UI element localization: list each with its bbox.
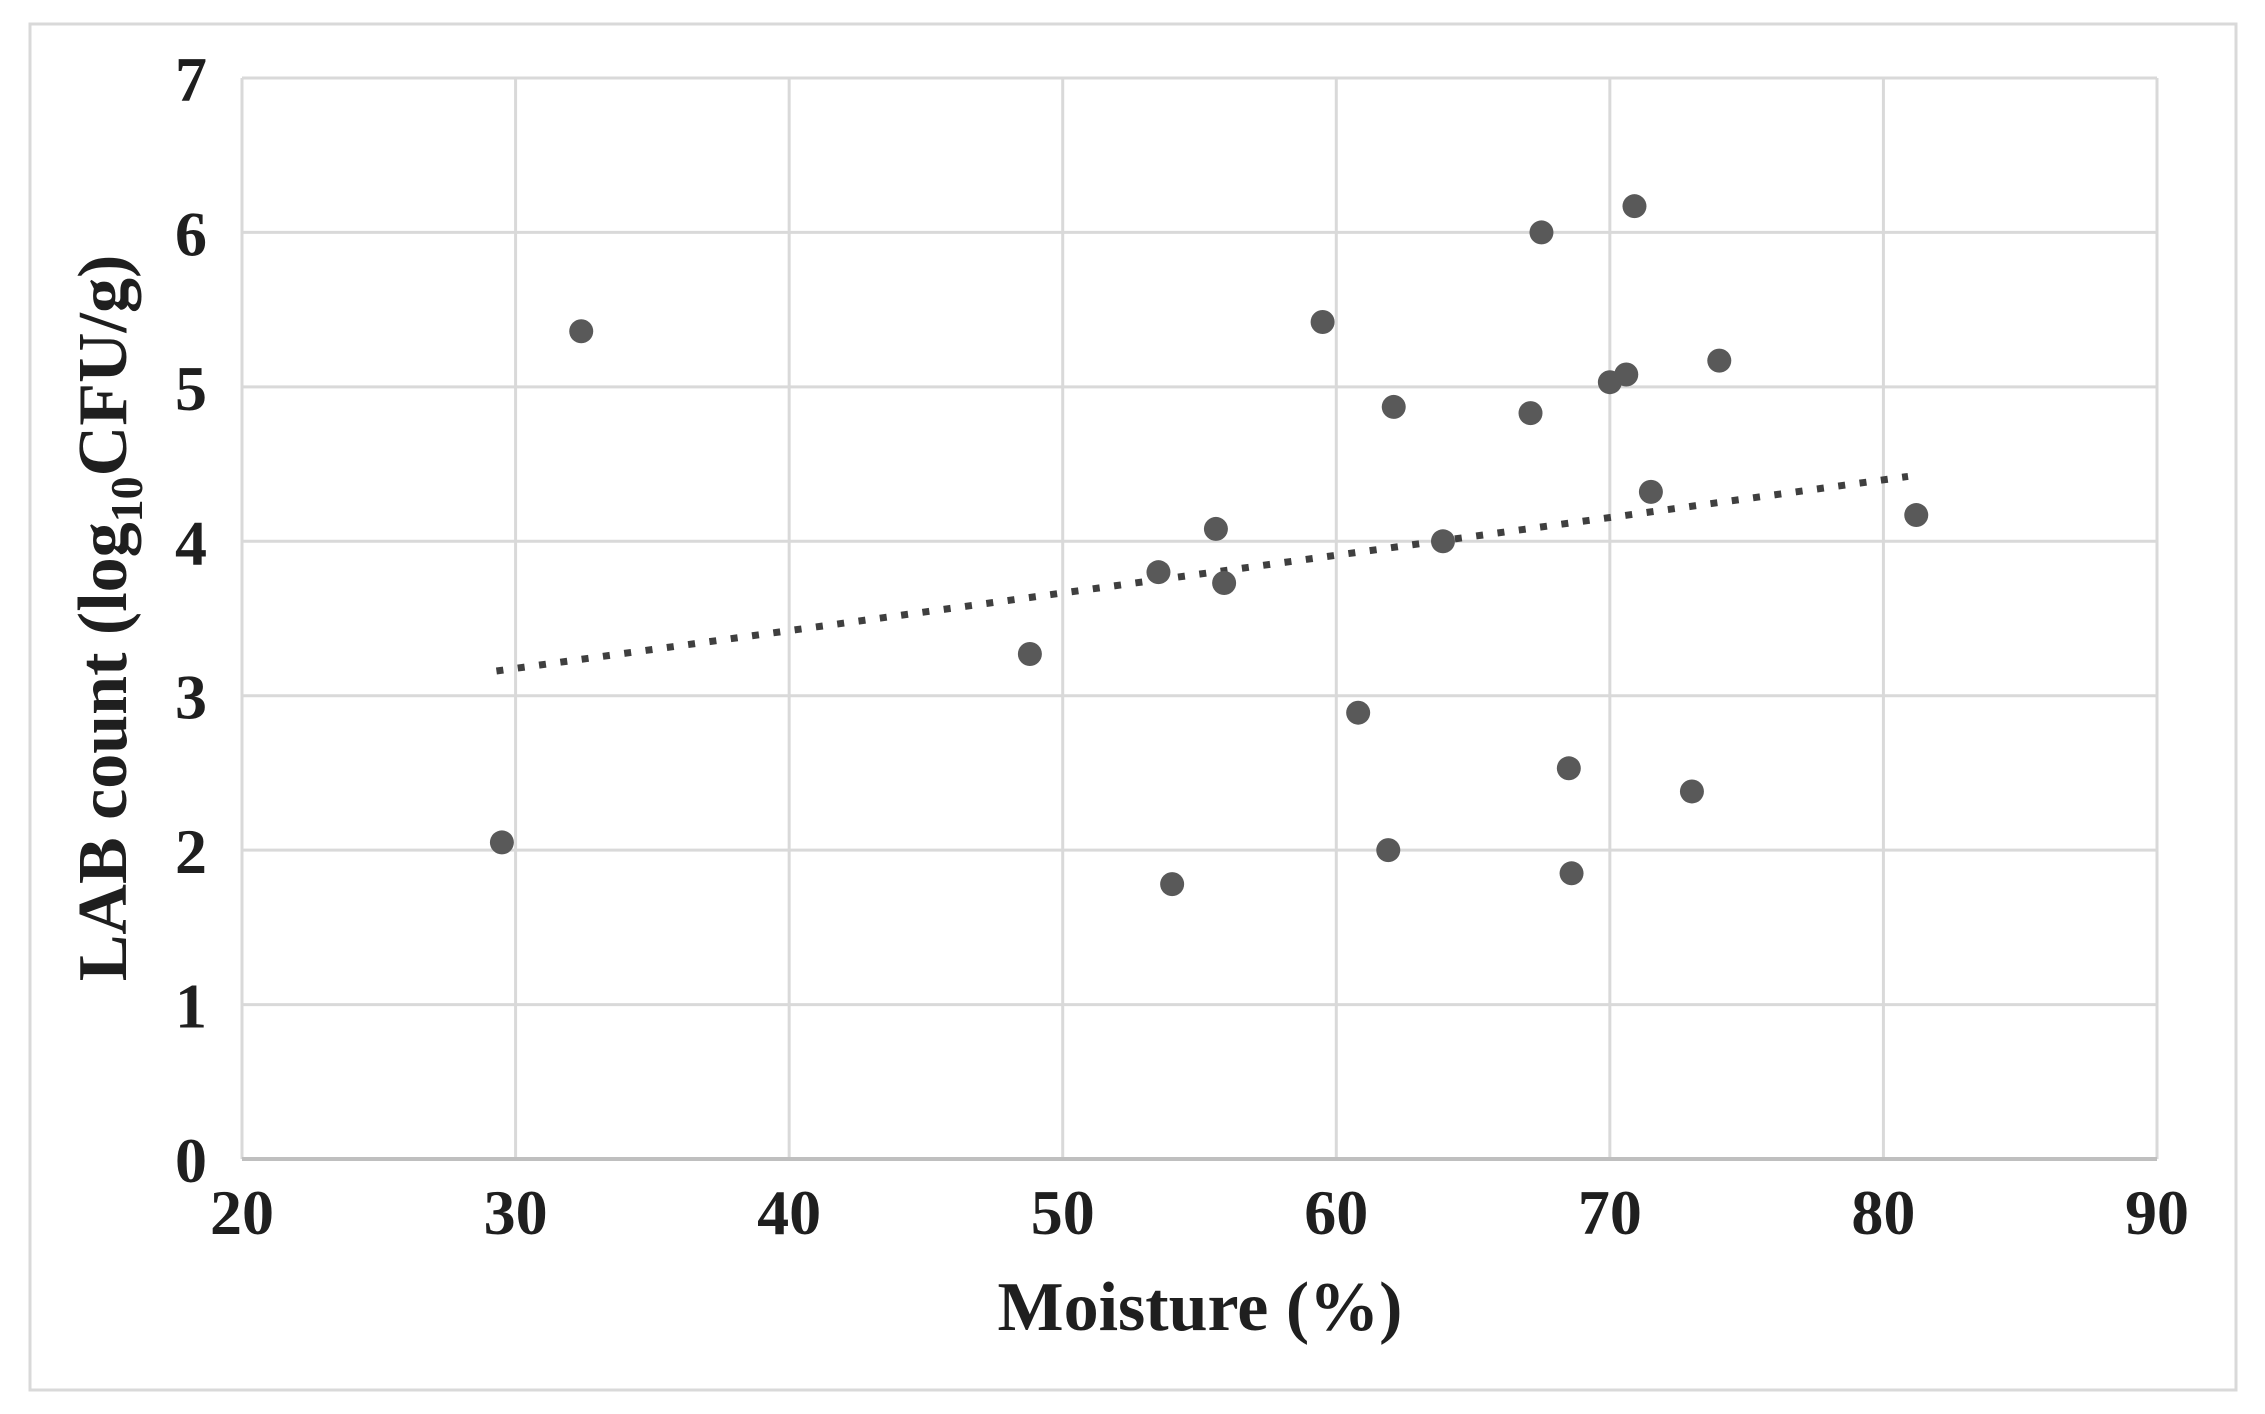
data-point — [1529, 220, 1554, 245]
data-point — [1556, 756, 1581, 781]
data-point — [1212, 570, 1237, 595]
y-axis-title: LAB count (log10CFU/g) — [65, 255, 152, 982]
data-point — [1381, 394, 1406, 419]
y-tick-label: 4 — [175, 507, 207, 578]
data-point — [1707, 348, 1732, 373]
y-tick-labels: 0 1 2 3 4 5 6 7 — [175, 44, 207, 1196]
y-axis-title-pre: LAB count (log — [65, 522, 142, 981]
x-tick-label: 40 — [757, 1177, 821, 1248]
y-tick-label: 0 — [175, 1125, 207, 1196]
data-point — [1904, 503, 1929, 528]
trendline-group — [495, 472, 1909, 675]
x-tick-label: 30 — [484, 1177, 548, 1248]
data-point — [1376, 838, 1401, 863]
y-tick-label: 3 — [175, 662, 207, 733]
data-point — [1146, 560, 1171, 585]
y-axis-title-post: CFU/g) — [65, 255, 142, 477]
data-points — [489, 194, 1929, 897]
x-axis-title: Moisture (%) — [998, 1269, 1403, 1346]
data-point — [1518, 401, 1543, 426]
data-point — [569, 319, 594, 344]
x-tick-label: 60 — [1304, 1177, 1368, 1248]
data-point — [1679, 779, 1704, 804]
trendline — [495, 472, 1909, 675]
data-point — [1346, 700, 1371, 725]
y-tick-label: 6 — [175, 198, 207, 269]
x-tick-label: 70 — [1578, 1177, 1642, 1248]
x-tick-label: 50 — [1031, 1177, 1095, 1248]
y-tick-label: 1 — [175, 971, 207, 1042]
data-point — [1622, 194, 1647, 219]
data-point — [1638, 479, 1663, 504]
x-tick-label: 20 — [210, 1177, 274, 1248]
x-tick-label: 80 — [1851, 1177, 1915, 1248]
data-point — [1430, 529, 1455, 554]
data-point — [1559, 861, 1584, 886]
data-point — [1160, 872, 1185, 897]
y-axis-title-sub: 10 — [101, 476, 152, 522]
y-tick-label: 5 — [175, 353, 207, 424]
data-point — [1614, 362, 1639, 387]
data-point — [1310, 309, 1335, 334]
gridlines — [240, 76, 2159, 1159]
y-tick-label: 2 — [175, 816, 207, 887]
y-tick-label: 7 — [175, 44, 207, 115]
data-point — [1203, 516, 1228, 541]
x-tick-label: 90 — [2125, 1177, 2189, 1248]
x-tick-labels: 20 30 40 50 60 70 80 90 — [210, 1177, 2189, 1248]
data-point — [489, 830, 514, 855]
data-point — [1017, 642, 1042, 667]
figure-border — [28, 22, 2238, 1392]
